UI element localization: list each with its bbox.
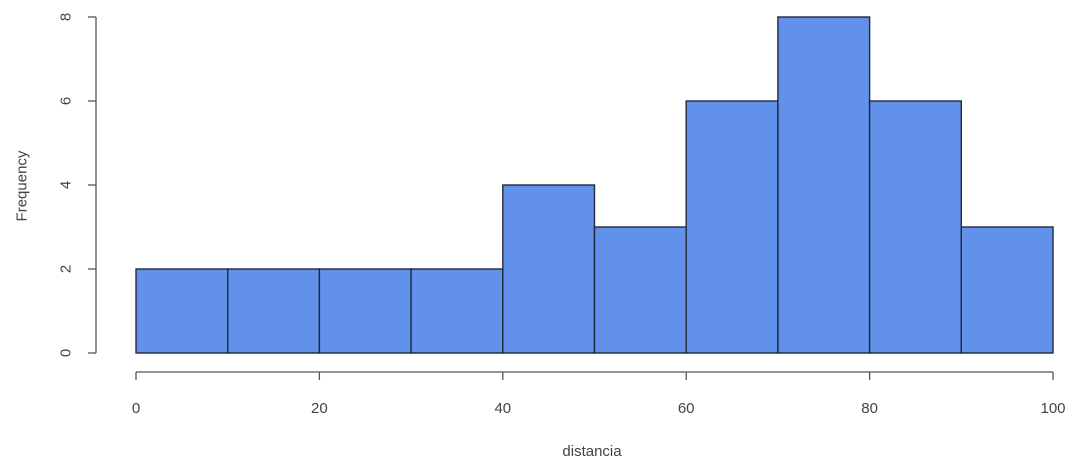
histogram-bar-6 [685, 100, 779, 354]
y-tick-label-1: 2 [58, 265, 75, 273]
y-tick-label-4: 8 [58, 13, 75, 21]
y-axis-title: Frequency [14, 150, 31, 221]
x-tick-label-4: 80 [861, 400, 878, 417]
y-tick-label-2: 4 [58, 181, 75, 189]
histogram-bar-5 [593, 226, 687, 354]
histogram-bar-8 [868, 100, 962, 354]
x-tick-label-2: 40 [494, 400, 511, 417]
histogram-bar-9 [960, 226, 1054, 354]
x-axis-title: distancia [562, 443, 622, 460]
histogram-bar-0 [135, 268, 229, 354]
histogram-bar-4 [502, 184, 596, 354]
x-tick-label-5: 100 [1040, 400, 1065, 417]
x-tick-label-3: 60 [678, 400, 695, 417]
x-tick-label-0: 0 [132, 400, 140, 417]
histogram-bar-3 [410, 268, 504, 354]
x-tick-label-1: 20 [311, 400, 328, 417]
histogram-bar-7 [777, 16, 871, 354]
x-axis: 0 20 40 60 80 100 [132, 371, 1066, 417]
histogram-bars [135, 16, 1054, 354]
y-tick-label-0: 0 [58, 349, 75, 357]
y-axis: 0 2 4 6 8 [58, 13, 97, 357]
histogram-bar-2 [318, 268, 412, 354]
y-tick-label-3: 6 [58, 97, 75, 105]
histogram-bar-1 [226, 268, 321, 354]
